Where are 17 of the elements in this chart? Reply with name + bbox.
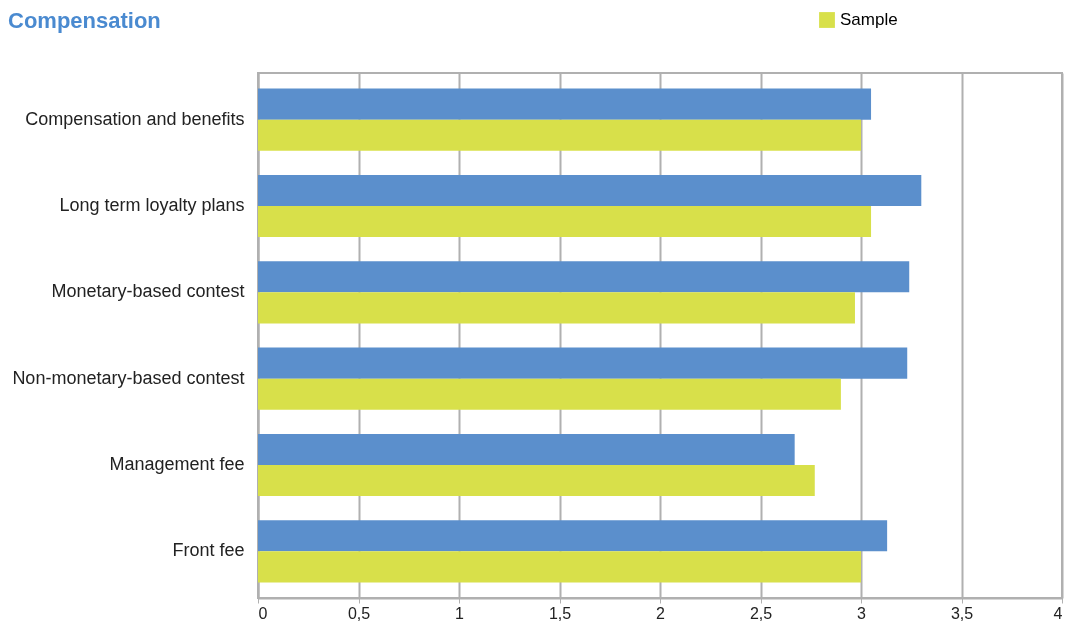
x-tick-label: 1,5 [548,604,572,622]
y-tick-label: Long term loyalty plans [59,194,245,215]
y-tick-label: Compensation and benefits [25,108,245,129]
y-tick-label: Non-monetary-based contest [12,367,245,388]
x-tick-label: 0 [258,604,268,622]
x-tick-label: 1 [455,604,465,622]
x-tick-label: 4 [1053,604,1063,622]
x-tick-label: 2 [656,604,666,622]
y-tick-label: Management fee [109,454,245,475]
chart-title: Compensation [8,8,161,33]
y-tick-label: Monetary-based contest [51,281,245,302]
x-tick-label: 3 [857,604,867,622]
y-tick-label: Front fee [172,540,245,561]
x-tick-label: 3,5 [950,604,974,622]
legend-label: Sample [840,10,898,29]
x-tick-label: 0,5 [347,604,371,622]
x-tick-label: 2,5 [749,604,773,622]
